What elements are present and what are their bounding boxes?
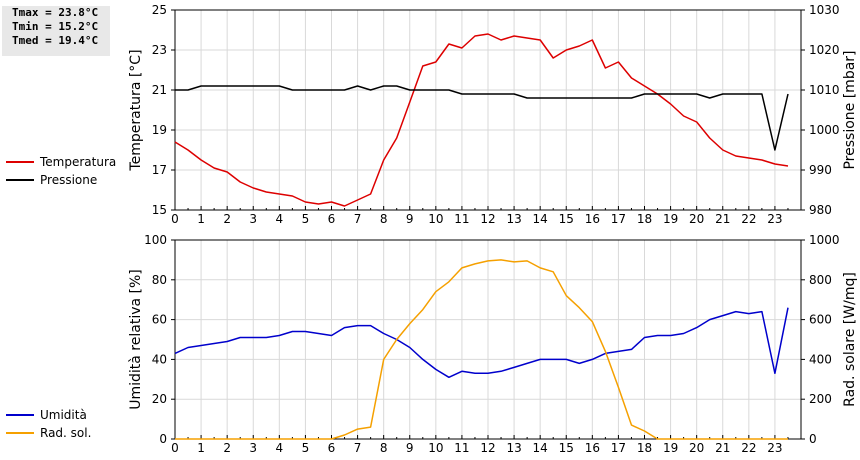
legend-bottom: Umidità Rad. sol. (6, 406, 91, 442)
series-line-temperatura (174, 33, 789, 207)
y2-tick-label-top: 1030 (809, 3, 840, 17)
y-tick-label-bottom: 20 (152, 392, 167, 406)
y2-tick-label-bottom: 800 (809, 273, 832, 287)
legend-swatch-pressione (6, 179, 34, 181)
legend-item-pressione: Pressione (6, 171, 116, 189)
y2-axis-title-bottom: Rad. solare [W/mq] (842, 272, 858, 407)
legend-label-umidita: Umidità (40, 408, 87, 422)
legend-swatch-umidita (6, 414, 34, 416)
x-tick-label-top: 1 (197, 212, 205, 226)
y2-tick-label-bottom: 600 (809, 313, 832, 327)
x-tick-label-top: 23 (767, 212, 782, 226)
stat-tmed: Tmed = 19.4°C (12, 34, 99, 47)
x-tick-label-bottom: 2 (223, 441, 231, 455)
legend-item-radsol: Rad. sol. (6, 424, 91, 442)
x-tick-label-bottom: 14 (533, 441, 548, 455)
y-tick-label-bottom: 60 (152, 313, 167, 327)
x-tick-label-bottom: 22 (741, 441, 756, 455)
y-tick-label-top: 25 (152, 3, 167, 17)
x-tick-label-top: 10 (428, 212, 443, 226)
y2-tick-label-top: 990 (809, 163, 832, 177)
y-tick-label-bottom: 40 (152, 352, 167, 366)
y-tick-label-bottom: 100 (144, 233, 167, 247)
x-tick-label-bottom: 7 (354, 441, 362, 455)
x-tick-label-bottom: 16 (585, 441, 600, 455)
x-tick-label-top: 17 (611, 212, 626, 226)
x-tick-label-bottom: 4 (276, 441, 284, 455)
x-tick-label-bottom: 12 (480, 441, 495, 455)
x-tick-label-top: 5 (302, 212, 310, 226)
y2-tick-label-top: 1000 (809, 123, 840, 137)
x-tick-label-top: 13 (506, 212, 521, 226)
x-tick-label-top: 6 (328, 212, 336, 226)
x-tick-label-bottom: 6 (328, 441, 336, 455)
y2-axis-title-top: Pressione [mbar] (842, 50, 858, 169)
x-tick-label-bottom: 20 (689, 441, 704, 455)
x-tick-label-top: 3 (249, 212, 257, 226)
x-tick-label-top: 14 (533, 212, 548, 226)
x-tick-label-top: 12 (480, 212, 495, 226)
y2-tick-label-bottom: 0 (809, 432, 817, 446)
x-tick-label-bottom: 23 (767, 441, 782, 455)
x-tick-label-bottom: 19 (663, 441, 678, 455)
legend-item-temperatura: Temperatura (6, 153, 116, 171)
y2-tick-label-top: 980 (809, 203, 832, 217)
y-tick-label-bottom: 80 (152, 273, 167, 287)
y-tick-label-top: 15 (152, 203, 167, 217)
x-tick-label-bottom: 9 (406, 441, 414, 455)
series-line-rad-sol (175, 259, 788, 440)
y-axis-title-top: Temperatura [°C] (128, 49, 144, 171)
stat-tmax: Tmax = 23.8°C (12, 6, 99, 19)
x-tick-label-bottom: 17 (611, 441, 626, 455)
x-tick-label-bottom: 1 (197, 441, 205, 455)
x-tick-label-top: 8 (380, 212, 388, 226)
series-line-umidit (174, 307, 789, 379)
x-tick-label-bottom: 5 (302, 441, 310, 455)
legend-label-temperatura: Temperatura (40, 155, 117, 169)
legend-label-pressione: Pressione (40, 173, 98, 187)
x-tick-label-top: 22 (741, 212, 756, 226)
x-tick-label-top: 9 (406, 212, 414, 226)
x-tick-label-bottom: 18 (637, 441, 652, 455)
y-tick-label-bottom: 0 (159, 432, 167, 446)
x-tick-label-bottom: 8 (380, 441, 388, 455)
y2-tick-label-bottom: 400 (809, 352, 832, 366)
stat-tmin: Tmin = 15.2°C (12, 20, 99, 33)
legend-swatch-temperatura (6, 161, 34, 163)
x-tick-label-bottom: 3 (249, 441, 257, 455)
y2-tick-label-bottom: 1000 (809, 233, 840, 247)
x-tick-label-top: 11 (454, 212, 469, 226)
stats-box: Tmax = 23.8°C Tmin = 15.2°C Tmed = 19.4°… (2, 6, 110, 56)
x-tick-label-top: 4 (276, 212, 284, 226)
y2-tick-label-bottom: 200 (809, 392, 832, 406)
x-tick-label-top: 2 (223, 212, 231, 226)
x-tick-label-bottom: 21 (715, 441, 730, 455)
x-tick-label-bottom: 11 (454, 441, 469, 455)
legend-item-umidita: Umidità (6, 406, 91, 424)
y-tick-label-top: 19 (152, 123, 167, 137)
y-tick-label-top: 17 (152, 163, 167, 177)
legend-top: Temperatura Pressione (6, 153, 116, 189)
x-tick-label-bottom: 13 (506, 441, 521, 455)
series-line-pressione (175, 85, 789, 151)
y2-tick-label-top: 1020 (809, 43, 840, 57)
x-tick-label-top: 18 (637, 212, 652, 226)
x-tick-label-top: 15 (559, 212, 574, 226)
x-tick-label-bottom: 10 (428, 441, 443, 455)
y-tick-label-top: 23 (152, 43, 167, 57)
legend-swatch-radsol (6, 432, 34, 434)
y-axis-title-bottom: Umidità relativa [%] (128, 269, 144, 410)
x-tick-label-top: 7 (354, 212, 362, 226)
x-tick-label-bottom: 0 (171, 441, 179, 455)
y2-tick-label-top: 1010 (809, 83, 840, 97)
x-tick-label-top: 21 (715, 212, 730, 226)
x-tick-label-top: 19 (663, 212, 678, 226)
legend-label-radsol: Rad. sol. (40, 426, 92, 440)
x-tick-label-top: 0 (171, 212, 179, 226)
x-tick-label-bottom: 15 (559, 441, 574, 455)
y-tick-label-top: 21 (152, 83, 167, 97)
x-tick-label-top: 20 (689, 212, 704, 226)
x-tick-label-top: 16 (585, 212, 600, 226)
